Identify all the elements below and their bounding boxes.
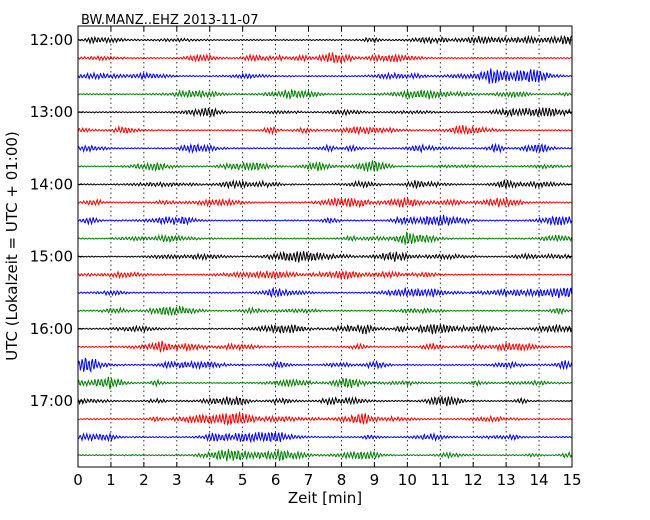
y-tick-label-0: 12:00 <box>30 31 73 49</box>
seismogram-trace-18 <box>77 357 573 374</box>
x-tick-label-14: 14 <box>530 471 549 489</box>
seismogram-trace-9 <box>77 196 572 209</box>
x-tick-label-8: 8 <box>337 471 347 489</box>
seismogram-trace-10 <box>78 214 573 227</box>
plot-frame <box>77 25 573 468</box>
y-axis-title: UTC (Lokalzeit = UTC + 01:00) <box>3 131 21 361</box>
x-tick-label-1: 1 <box>106 471 116 489</box>
x-axis-title: Zeit [min] <box>288 489 362 507</box>
x-tick-label-10: 10 <box>398 471 417 489</box>
seismogram-trace-15 <box>77 305 572 317</box>
y-tick-label-1: 13:00 <box>30 103 73 121</box>
seismogram-trace-2 <box>77 68 572 84</box>
seismogram-trace-5 <box>77 124 572 136</box>
seismogram-trace-17 <box>77 340 572 353</box>
seismogram-trace-13 <box>77 269 572 281</box>
grid-lines <box>110 26 540 467</box>
seismogram-traces <box>77 34 573 462</box>
seismogram-trace-4 <box>77 107 572 118</box>
x-tick-label-11: 11 <box>431 471 450 489</box>
seismogram-trace-0 <box>77 34 573 46</box>
y-tick-label-4: 16:00 <box>30 320 73 338</box>
seismogram-trace-6 <box>77 142 572 154</box>
y-axis-ticks: 12:00 13:00 14:00 15:00 16:00 17:00 <box>30 31 572 410</box>
plot-background <box>78 26 572 467</box>
chart-title: BW.MANZ..EHZ 2013-11-07 <box>81 13 259 28</box>
x-tick-label-6: 6 <box>271 471 281 489</box>
x-axis-ticks: 0 1 2 3 4 5 6 7 8 9 10 11 12 13 14 15 <box>73 26 582 489</box>
seismogram-trace-1 <box>77 52 572 65</box>
x-tick-label-9: 9 <box>370 471 380 489</box>
y-tick-label-2: 14:00 <box>30 175 73 193</box>
x-tick-label-7: 7 <box>304 471 314 489</box>
x-tick-label-5: 5 <box>238 471 248 489</box>
seismogram-trace-8 <box>77 179 572 190</box>
seismogram-trace-3 <box>77 88 572 101</box>
seismogram-trace-11 <box>77 231 573 245</box>
seismogram-trace-22 <box>77 431 572 444</box>
y-tick-label-3: 15:00 <box>30 248 73 266</box>
x-tick-label-12: 12 <box>464 471 483 489</box>
x-tick-label-2: 2 <box>139 471 149 489</box>
seismogram-trace-21 <box>77 411 572 427</box>
seismogram-trace-16 <box>77 323 573 335</box>
seismogram-trace-20 <box>77 395 572 407</box>
x-tick-label-15: 15 <box>562 471 581 489</box>
y-tick-label-5: 17:00 <box>30 392 73 410</box>
seismogram-trace-12 <box>77 250 572 263</box>
x-tick-label-4: 4 <box>205 471 215 489</box>
seismogram-trace-7 <box>77 160 572 172</box>
seismogram-trace-23 <box>77 448 573 462</box>
x-tick-label-13: 13 <box>497 471 516 489</box>
seismogram-trace-19 <box>77 376 572 390</box>
x-tick-label-0: 0 <box>73 471 83 489</box>
seismogram-trace-14 <box>77 286 573 299</box>
x-tick-label-3: 3 <box>172 471 182 489</box>
